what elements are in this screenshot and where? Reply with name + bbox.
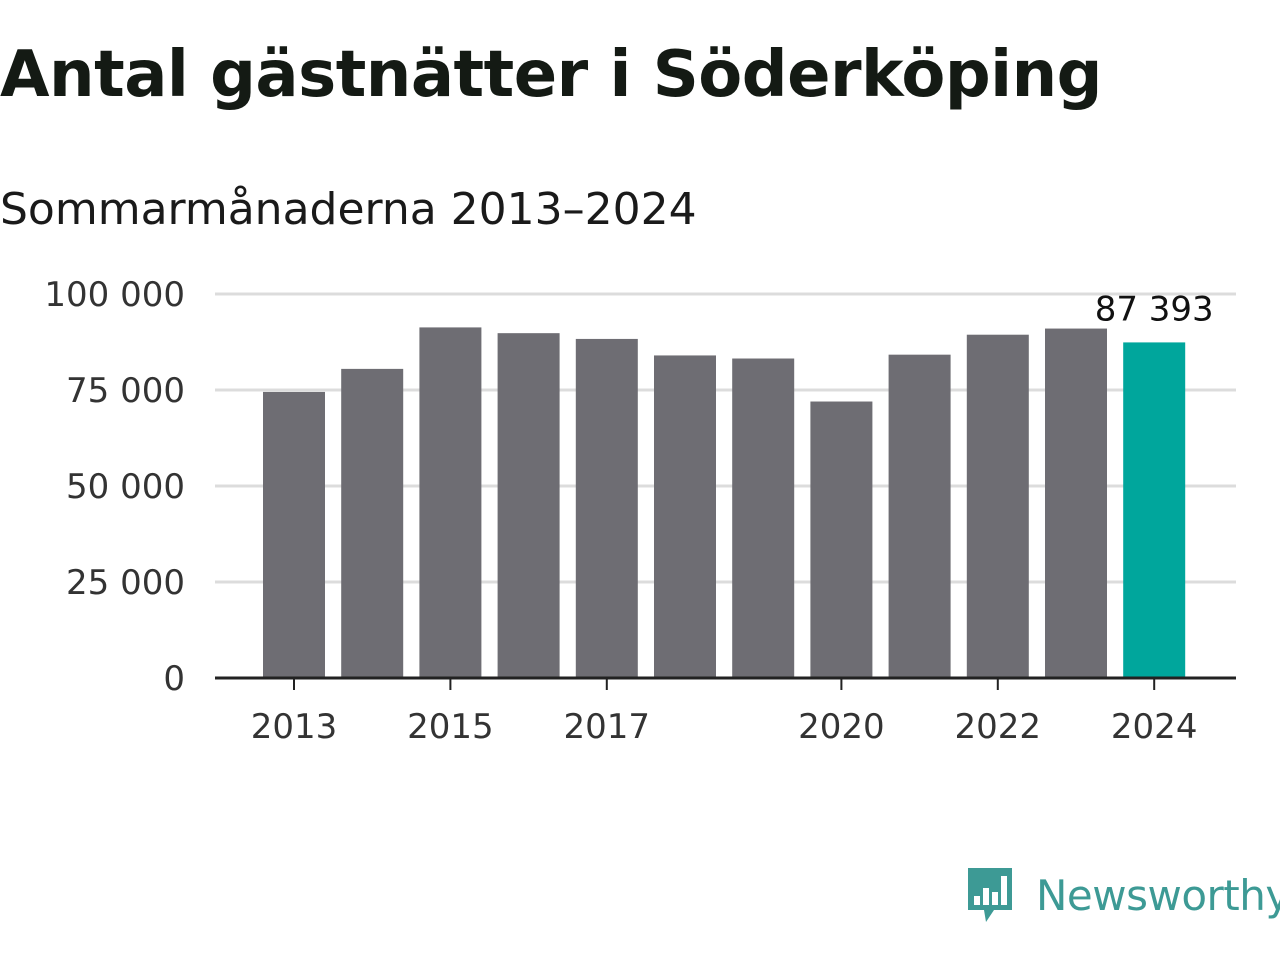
y-tick-label: 100 000 (44, 275, 185, 315)
y-tick-label: 50 000 (66, 467, 185, 507)
bar-2013 (263, 391, 325, 678)
bar-2014 (341, 368, 404, 678)
y-tick-label: 0 (163, 659, 185, 699)
bar-2017 (575, 338, 638, 678)
bar-2023 (1045, 328, 1107, 678)
bar-2019 (732, 358, 795, 678)
bar-2016 (497, 333, 560, 678)
x-tick-label: 2024 (1111, 707, 1198, 747)
x-tick-label: 2022 (955, 707, 1042, 747)
y-axis-tick-labels: 0 25 000 50 000 75 000 100 000 (44, 275, 185, 699)
value-labels: 87 393 (1095, 289, 1214, 329)
newsworthy-logo: Newsworthy (964, 864, 1280, 926)
x-tick-label: 2015 (407, 707, 494, 747)
y-tick-label: 25 000 (66, 563, 185, 603)
bar-2021 (888, 354, 951, 678)
bar-2015 (419, 327, 482, 678)
x-tick-label: 2013 (251, 707, 338, 747)
y-tick-label: 75 000 (66, 371, 185, 411)
bars (263, 327, 1186, 678)
chart-title: Antal gästnätter i Söderköping (0, 38, 1102, 112)
value-label: 87 393 (1095, 289, 1214, 329)
x-axis-tick-labels: 2013 2015 2017 2020 2022 2024 (251, 678, 1198, 747)
newsworthy-logo-icon (968, 868, 1012, 922)
bar-2022 (966, 334, 1029, 678)
x-tick-label: 2020 (798, 707, 885, 747)
bar-2020 (810, 401, 873, 678)
x-tick-label: 2017 (564, 707, 651, 747)
chart-subtitle: Sommarmånaderna 2013–2024 (0, 184, 697, 235)
newsworthy-logo-text: Newsworthy (1036, 870, 1280, 920)
bar-2024 (1123, 342, 1186, 678)
bar-2018 (654, 355, 716, 678)
